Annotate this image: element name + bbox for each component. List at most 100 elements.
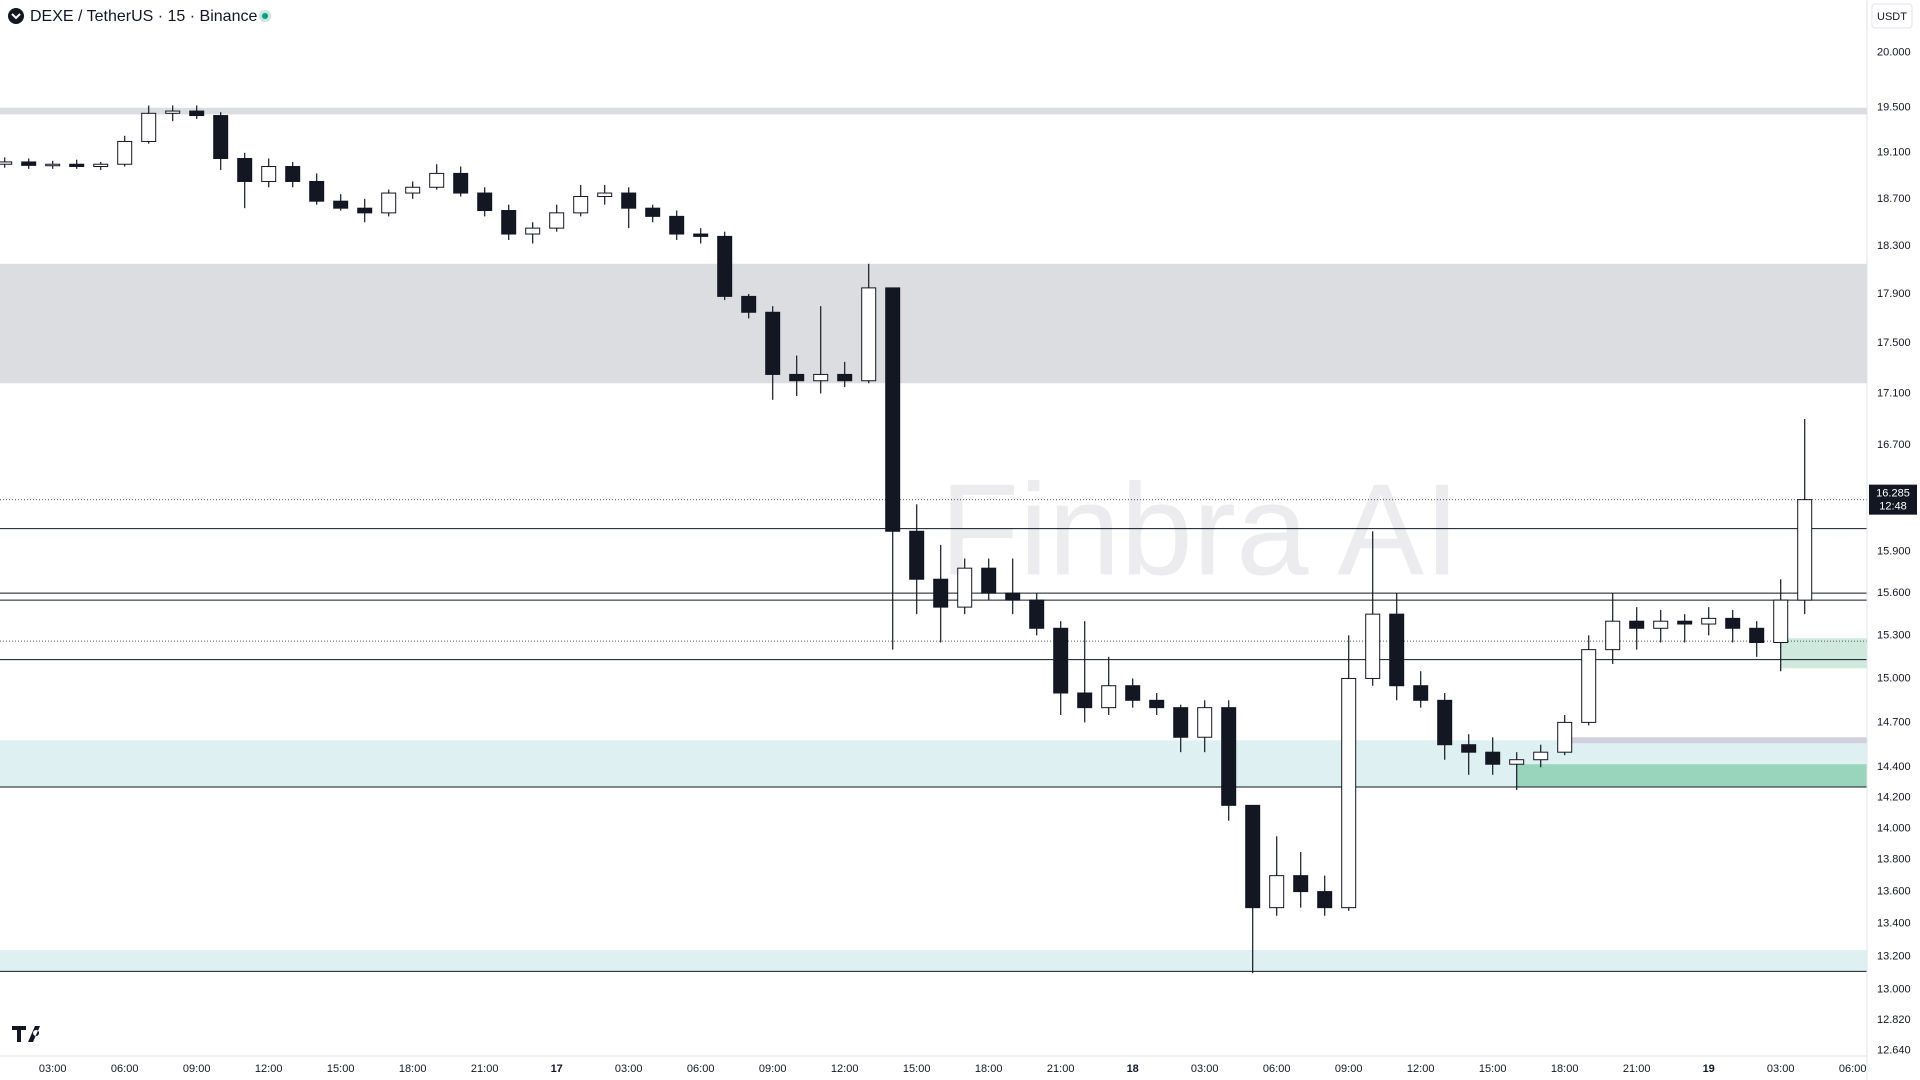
candles — [0, 105, 1813, 974]
candle-body — [1461, 744, 1477, 753]
zones — [0, 107, 1867, 972]
candle-body — [1077, 692, 1093, 709]
candle-body — [45, 163, 61, 167]
y-tick-label: 13.800 — [1877, 854, 1911, 866]
candle-body — [333, 200, 349, 209]
y-tick-label: 13.600 — [1877, 885, 1911, 897]
x-tick-label: 09:00 — [183, 1063, 211, 1075]
candle-body — [981, 567, 997, 594]
zone — [1516, 764, 1867, 787]
candle-body — [1677, 620, 1693, 625]
y-tick-label: 14.200 — [1877, 792, 1911, 804]
candle-body — [861, 287, 877, 382]
candle-body — [693, 233, 709, 237]
axes: 20.000 19.500 19.100 18.700 18.300 17.900 17.5… — [39, 47, 1917, 1075]
candle-body — [1437, 699, 1453, 746]
candle-body — [357, 207, 373, 214]
candle-body — [381, 192, 397, 214]
x-tick-label: 18:00 — [399, 1063, 427, 1075]
last-price-box — [1869, 484, 1917, 515]
zone — [0, 107, 1867, 115]
zone — [0, 263, 1867, 384]
x-tick-label: 03:00 — [615, 1063, 643, 1075]
candle-body — [117, 140, 133, 165]
candle-body — [0, 161, 13, 165]
zone — [1780, 638, 1867, 669]
y-tick-label: 14.700 — [1877, 716, 1911, 728]
y-tick-label: 19.500 — [1877, 102, 1911, 114]
candle-body — [1797, 499, 1813, 601]
x-tick-label: 21:00 — [471, 1063, 499, 1075]
currency[interactable]: USDT — [1877, 11, 1907, 23]
candle-body — [741, 295, 757, 313]
candle-body — [933, 578, 949, 608]
candle-body — [1221, 707, 1237, 806]
y-tick-label: 16.700 — [1877, 439, 1911, 451]
candle-body — [405, 186, 421, 194]
x-tick-label: 06:00 — [111, 1063, 139, 1075]
y-tick-label: 12.640 — [1877, 1045, 1911, 1057]
candle-body — [453, 172, 469, 194]
x-tick-label: 03:00 — [39, 1063, 67, 1075]
symbol-icon — [8, 8, 24, 24]
x-tick-label: 21:00 — [1047, 1063, 1075, 1075]
candle-body — [1509, 759, 1525, 765]
y-tick-label: 17.500 — [1877, 337, 1911, 349]
y-tick-label: 20.000 — [1877, 47, 1911, 59]
candle-body — [1533, 751, 1549, 761]
candle-body — [1725, 617, 1741, 629]
candle-body — [1701, 617, 1717, 625]
candle-body — [621, 192, 637, 209]
candle-body — [477, 192, 493, 212]
candle-body — [717, 235, 733, 297]
candle-body — [885, 287, 901, 532]
tv-logo[interactable] — [12, 1026, 40, 1042]
candle-body — [645, 207, 661, 217]
currency-button[interactable] — [1871, 3, 1913, 29]
y-tick-label: 15.300 — [1877, 629, 1911, 641]
candle-body — [789, 373, 805, 382]
x-tick-label: 15:00 — [903, 1063, 931, 1075]
candle-body — [1341, 677, 1357, 909]
candle-body — [93, 163, 109, 168]
x-tick-label: 19 — [1703, 1063, 1715, 1075]
x-tick-label: 12:00 — [255, 1063, 283, 1075]
candle-body — [213, 115, 229, 160]
x-tick-label: 18 — [1127, 1063, 1139, 1075]
y-tick-label: 15.600 — [1877, 587, 1911, 599]
y-tick-label: 12.820 — [1877, 1014, 1911, 1026]
y-tick-label: 18.700 — [1877, 193, 1911, 205]
chart-title[interactable]: DEXE / TetherUS · 15 · Binance — [30, 8, 257, 25]
candle-body — [1269, 875, 1285, 909]
symbol-icon-glyph — [11, 13, 21, 20]
x-tick-label: 06:00 — [1839, 1063, 1867, 1075]
x-tick-label: 15:00 — [1479, 1063, 1507, 1075]
candle-body — [1029, 599, 1045, 629]
y-tick-label: 15.900 — [1877, 546, 1911, 558]
countdown: 12:48 — [1879, 501, 1907, 513]
x-tick-label: 12:00 — [831, 1063, 859, 1075]
x-tick-label: 18:00 — [975, 1063, 1003, 1075]
y-tick-label: 19.100 — [1877, 147, 1911, 159]
candle-body — [1101, 685, 1117, 709]
candle-body — [501, 210, 517, 235]
candle-body — [1149, 699, 1165, 709]
candle-body — [909, 530, 925, 580]
y-tick-label: 17.100 — [1877, 387, 1911, 399]
last-price: 16.285 — [1876, 488, 1910, 500]
y-tick-label: 13.400 — [1877, 918, 1911, 930]
candle-body — [1581, 649, 1597, 723]
candle-body — [1365, 613, 1381, 679]
x-tick-label: 03:00 — [1191, 1063, 1219, 1075]
candle-body — [141, 112, 157, 142]
y-tick-label: 15.000 — [1877, 672, 1911, 684]
status-dot-core — [262, 13, 268, 19]
x-tick-label: 09:00 — [759, 1063, 787, 1075]
candle-body — [837, 373, 853, 382]
x-tick-label: 06:00 — [687, 1063, 715, 1075]
candle-body — [21, 161, 37, 166]
y-tick-label: 14.000 — [1877, 822, 1911, 834]
